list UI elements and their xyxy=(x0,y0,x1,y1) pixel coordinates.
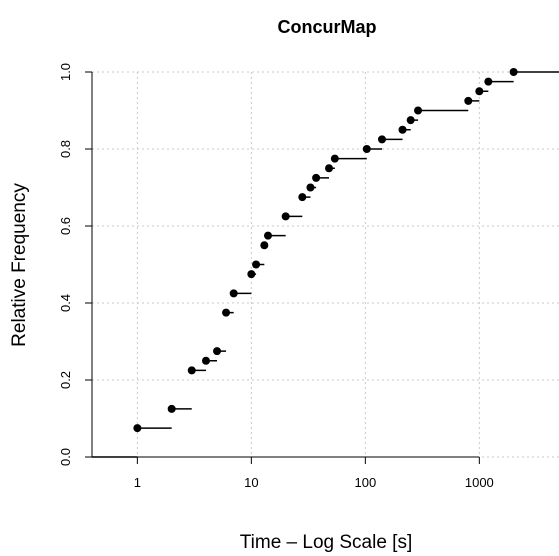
data-point xyxy=(464,96,473,105)
data-point xyxy=(475,87,484,96)
data-point xyxy=(252,260,261,269)
x-tick-label: 100 xyxy=(354,475,376,490)
x-tick-label: 1000 xyxy=(465,475,494,490)
grid-lines xyxy=(92,71,559,458)
x-axis-label: Time – Log Scale [s] xyxy=(240,532,412,553)
x-tick-label: 1 xyxy=(134,475,141,490)
data-point xyxy=(167,404,176,413)
y-tick-label: 0.6 xyxy=(58,217,73,235)
x-tick-label: 10 xyxy=(244,475,258,490)
data-point xyxy=(362,145,371,153)
data-point xyxy=(325,164,334,173)
y-tick-label: 0.4 xyxy=(58,294,73,312)
data-point xyxy=(398,125,407,134)
data-point xyxy=(414,106,423,115)
data-point xyxy=(222,308,231,317)
step-lines xyxy=(92,71,559,458)
y-tick-label: 1.0 xyxy=(58,63,73,81)
data-point xyxy=(229,289,238,298)
chart-title: ConcurMap xyxy=(278,17,377,37)
y-tick-label: 0.0 xyxy=(58,448,73,466)
y-axis-label: Relative Frequency xyxy=(9,183,30,347)
data-point xyxy=(298,193,307,202)
data-point xyxy=(133,424,142,433)
y-tick-label: 0.2 xyxy=(58,371,73,389)
data-point xyxy=(213,347,222,356)
data-point xyxy=(201,356,210,365)
data-point xyxy=(264,231,273,240)
data-point xyxy=(330,154,339,163)
data-point xyxy=(312,173,321,182)
data-points xyxy=(133,68,518,433)
data-point xyxy=(281,212,290,221)
data-point xyxy=(187,366,196,375)
data-point xyxy=(406,116,415,125)
data-point xyxy=(484,77,493,86)
data-point xyxy=(247,270,256,279)
data-point xyxy=(306,183,315,192)
y-tick-label: 0.8 xyxy=(58,140,73,158)
axes: 0.0 0.2 0.4 0.6 0.8 1.0 1 10 100 1000 xyxy=(58,63,494,490)
data-point xyxy=(509,68,518,76)
data-point xyxy=(260,241,269,250)
data-point xyxy=(377,135,386,144)
